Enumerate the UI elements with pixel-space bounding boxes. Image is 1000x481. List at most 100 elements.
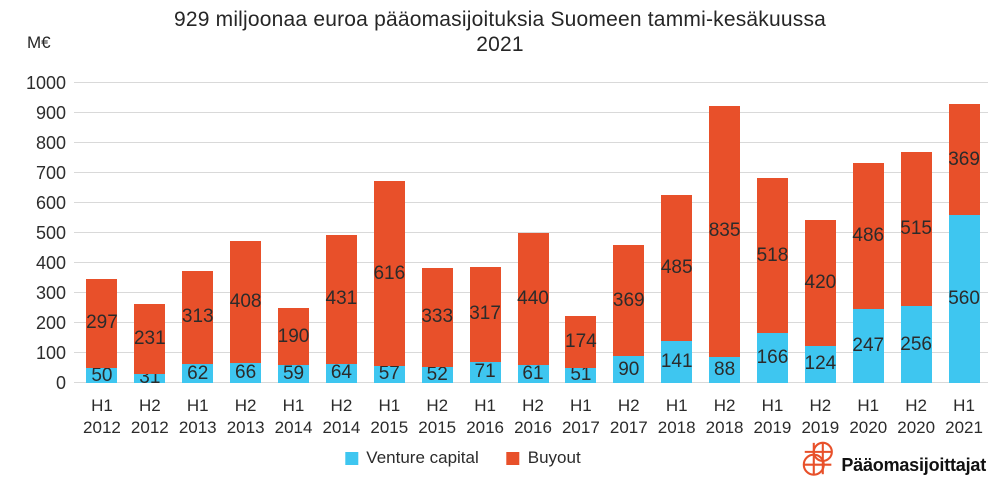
x-tick-label: H1 2018 (657, 396, 696, 437)
bar-h2-2016-buyout: 440 (517, 232, 549, 365)
y-tick-label: 700 (35, 163, 66, 183)
bar-h2-2019-buyout: 420 (805, 219, 836, 346)
x-tick-label: H2 2018 (705, 396, 744, 437)
bar-h1-2013-venture-capital: 62 (182, 363, 214, 384)
x-tick-label: H1 2012 (83, 396, 121, 437)
bar-value-label: 166 (756, 347, 789, 369)
bar-h2-2012-venture-capital: 31 (134, 367, 166, 388)
bar-h2-2014-buyout: 431 (326, 234, 357, 364)
bar-value-label: 124 (804, 353, 837, 375)
bar-value-label: 51 (570, 364, 592, 386)
legend-item-venture-capital: Venture capital (345, 448, 479, 468)
bar-h1-2020-buyout: 486 (852, 163, 884, 309)
y-axis: 0 100 200 300 400 500 600 700 800 900 1000 (0, 73, 66, 393)
bar-h2-2020-buyout: 515 (900, 151, 932, 307)
bar-h1-2012-venture-capital: 50 (86, 365, 118, 386)
bar-value-label: 518 (756, 244, 789, 266)
bar-h1-2014-buyout: 190 (278, 308, 309, 366)
bar-value-label: 369 (612, 289, 645, 311)
bar-value-label: 616 (373, 262, 406, 284)
bar-value-label: 71 (474, 361, 496, 383)
bar-value-label: 440 (517, 287, 549, 309)
bar-h1-2018-buyout: 485 (661, 195, 693, 341)
bar-value-label: 247 (852, 334, 885, 356)
bar-h2-2018-venture-capital: 88 (709, 356, 741, 383)
globe-grid-icon (803, 441, 834, 476)
x-tick-label: H1 2021 (945, 396, 983, 437)
bar-value-label: 408 (229, 291, 262, 312)
bar-value-label: 486 (852, 225, 885, 246)
y-tick-label: 300 (35, 283, 66, 303)
bar-h2-2019-venture-capital: 124 (805, 345, 836, 383)
bar-value-label: 52 (426, 364, 448, 386)
brand-logo: Pääomasijoittajat (800, 439, 986, 479)
x-tick-label: H1 2014 (274, 396, 313, 437)
bar-h1-2012-buyout: 297 (86, 278, 118, 368)
bar-h1-2015-venture-capital: 57 (373, 363, 405, 384)
y-tick-label: 800 (35, 133, 66, 153)
x-tick-label: H1 2019 (753, 396, 792, 437)
bar-h1-2013-buyout: 313 (182, 270, 214, 365)
gridline (74, 82, 988, 83)
bar-h2-2017-venture-capital: 90 (613, 356, 645, 383)
y-tick-label: 900 (35, 103, 66, 123)
bar-h1-2021-venture-capital: 560 (948, 215, 980, 383)
bar-h1-2017-venture-capital: 51 (565, 364, 597, 385)
gridline (74, 202, 988, 203)
gridline (74, 232, 988, 233)
x-tick-label: H2 2012 (130, 396, 169, 437)
y-tick-label: 200 (35, 313, 66, 333)
bar-h1-2016-buyout: 317 (469, 266, 501, 362)
gridline (74, 142, 988, 143)
bar-value-label: 369 (948, 148, 980, 170)
x-tick-label: H1 2020 (849, 396, 888, 437)
bar-value-label: 297 (86, 312, 118, 334)
buyout-swatch-icon (506, 451, 520, 465)
bar-value-label: 420 (804, 271, 837, 293)
brand-name: Pääomasijoittajat (841, 455, 986, 475)
y-tick-label: 0 (55, 373, 66, 393)
bar-value-label: 835 (708, 220, 741, 242)
gridline (74, 112, 988, 113)
y-tick-label: 1000 (25, 73, 66, 93)
bar-value-label: 64 (330, 362, 352, 384)
bar-h2-2018-buyout: 835 (709, 106, 740, 357)
y-tick-label: 400 (35, 253, 66, 273)
venture-capital-swatch-icon (345, 451, 359, 465)
bar-h1-2021-buyout: 369 (948, 104, 980, 215)
bar-h2-2014-venture-capital: 64 (325, 362, 357, 383)
bar-value-label: 88 (714, 358, 736, 380)
chart-title-line1: 929 miljoonaa euroa pääomasijoituksia Su… (173, 8, 827, 31)
chart-title-line2: 2021 (476, 33, 524, 56)
x-tick-label: H2 2015 (418, 396, 457, 437)
legend-label-buyout: Buyout (527, 448, 581, 467)
x-tick-label: H1 2015 (370, 396, 409, 437)
bar-h1-2014-venture-capital: 59 (278, 363, 310, 384)
bar-h1-2019-venture-capital: 166 (757, 333, 788, 383)
bar-value-label: 50 (91, 364, 113, 386)
bar-h1-2020-venture-capital: 247 (852, 308, 884, 383)
x-tick-label: H2 2017 (609, 396, 648, 437)
x-tick-label: H1 2016 (466, 396, 505, 437)
bar-value-label: 141 (660, 350, 693, 372)
bar-h2-2013-venture-capital: 66 (230, 362, 262, 383)
bar-value-label: 61 (522, 362, 544, 384)
gridline (74, 172, 988, 173)
x-tick-label: H2 2014 (322, 396, 361, 437)
y-tick-label: 500 (35, 223, 66, 243)
bar-value-label: 190 (277, 325, 310, 347)
bar-h1-2019-buyout: 518 (757, 177, 788, 334)
bar-h2-2016-venture-capital: 61 (517, 363, 549, 384)
y-axis-unit-label: M€ (27, 33, 51, 52)
bar-h1-2016-venture-capital: 71 (469, 361, 501, 383)
bar-value-label: 59 (282, 363, 305, 385)
bar-h2-2013-buyout: 408 (230, 240, 261, 364)
x-tick-label: H1 2017 (561, 396, 600, 437)
bar-value-label: 560 (948, 288, 980, 309)
y-tick-label: 600 (35, 193, 66, 213)
plot-area: 50 297 H1 2012 31 231 H2 2012 62 313 H1 2013 66 40… (74, 82, 988, 437)
bar-h1-2017-buyout: 174 (565, 315, 597, 368)
bar-value-label: 57 (378, 363, 400, 385)
y-tick-label: 100 (35, 343, 66, 363)
